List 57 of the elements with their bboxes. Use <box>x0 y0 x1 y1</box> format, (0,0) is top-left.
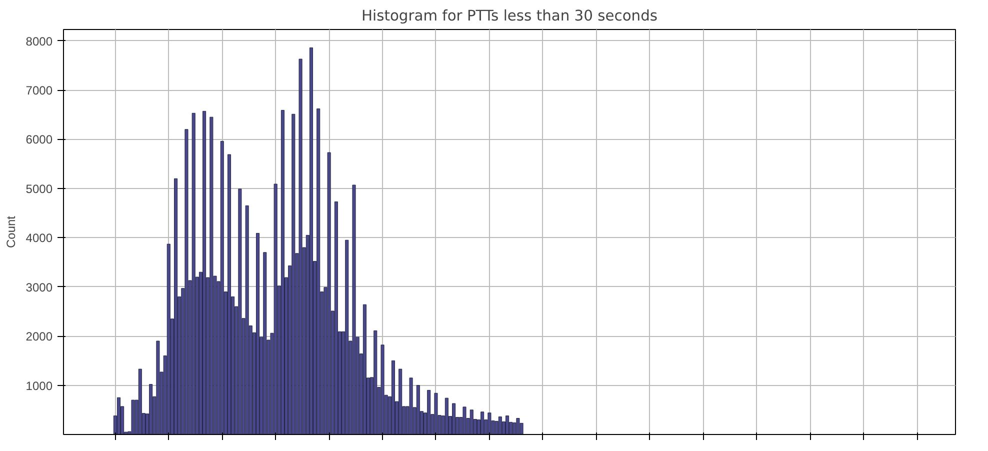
bar <box>434 392 438 434</box>
chart-title: Histogram for PTTs less than 30 seconds <box>361 8 658 24</box>
bar <box>156 340 160 434</box>
bar <box>409 378 413 434</box>
y-tick-label: 3000 <box>26 280 53 294</box>
bar <box>488 412 492 434</box>
bar <box>138 368 142 434</box>
bar <box>116 397 121 434</box>
bar <box>316 108 320 434</box>
bar <box>220 140 224 434</box>
bar <box>498 416 502 434</box>
bar <box>362 304 366 434</box>
bar <box>184 129 188 434</box>
bar <box>512 422 516 434</box>
y-tick-label: 6000 <box>26 132 53 147</box>
y-tick-label: 7000 <box>26 84 53 98</box>
bar <box>480 412 484 434</box>
bar <box>202 110 206 434</box>
bar <box>506 416 510 434</box>
bar <box>391 360 395 434</box>
bar <box>380 344 384 434</box>
bar <box>298 58 302 434</box>
bar <box>444 398 448 434</box>
bar <box>309 47 313 434</box>
y-tick-label: 5000 <box>26 182 53 196</box>
bar <box>166 244 170 434</box>
bar <box>174 178 178 434</box>
y-tick-label: 1000 <box>26 378 53 393</box>
y-axis-title: Count <box>4 215 18 248</box>
bar <box>131 400 135 434</box>
bar <box>245 205 249 434</box>
bar <box>494 420 498 434</box>
y-tick-label: 8000 <box>26 34 53 48</box>
bar <box>192 112 196 434</box>
bar <box>516 418 520 434</box>
bar <box>427 390 431 434</box>
bar <box>452 403 456 434</box>
bar <box>374 330 378 434</box>
bar <box>280 110 284 434</box>
bar <box>210 116 214 434</box>
bar <box>416 385 420 434</box>
bar <box>352 184 356 434</box>
bar <box>238 188 242 434</box>
bar <box>292 114 296 434</box>
bar <box>227 154 232 434</box>
bar <box>256 232 260 434</box>
bar <box>462 406 466 434</box>
bar <box>149 384 153 434</box>
bar <box>327 152 331 434</box>
bar <box>398 368 402 434</box>
bar <box>263 252 267 434</box>
bar <box>470 410 474 434</box>
bar <box>345 240 349 434</box>
bar <box>274 184 278 434</box>
y-tick-label: 4000 <box>26 231 53 246</box>
bar <box>334 201 338 434</box>
y-tick-label: 2000 <box>26 330 53 344</box>
